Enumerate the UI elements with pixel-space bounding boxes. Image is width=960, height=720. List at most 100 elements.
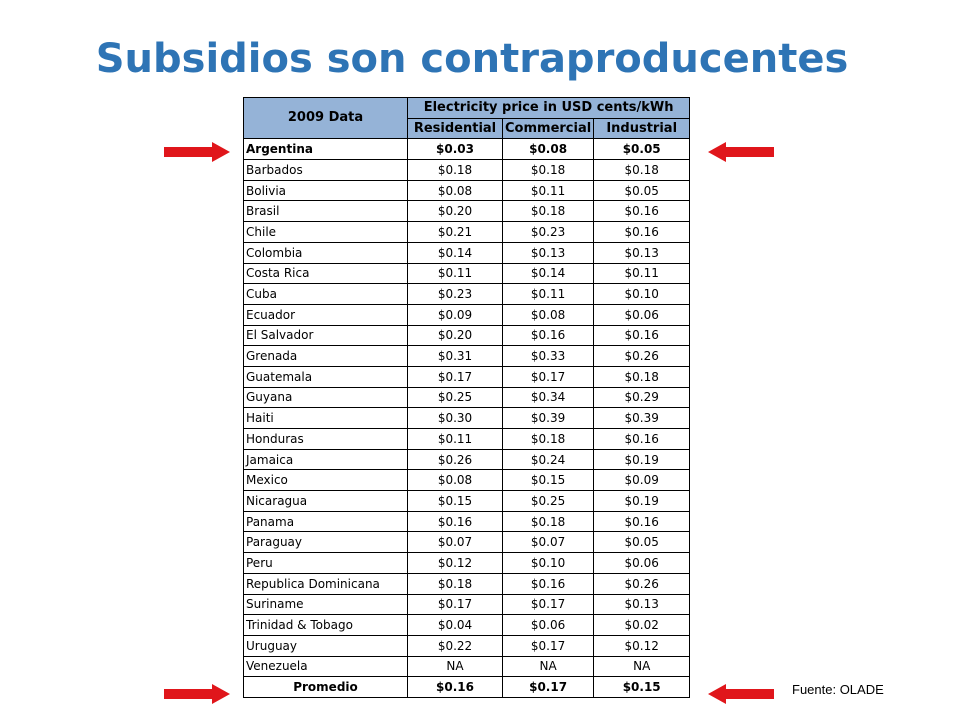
industrial-price-cell: $0.16 xyxy=(593,428,691,450)
table-row: Uruguay $0.22 $0.17 $0.12 xyxy=(243,634,691,657)
commercial-price-cell: $0.06 xyxy=(501,614,595,636)
commercial-price-cell: $0.16 xyxy=(501,572,595,595)
table-row: Venezuela NA NA NA xyxy=(243,655,691,678)
country-cell: Colombia xyxy=(243,241,408,264)
year-header: 2009 Data xyxy=(243,96,408,140)
industrial-price-cell: $0.13 xyxy=(593,241,691,264)
price-group-header: Electricity price in USD cents/kWh xyxy=(406,97,691,119)
industrial-price-cell: $0.06 xyxy=(593,303,691,326)
commercial-price-cell: $0.34 xyxy=(501,386,595,409)
residential-price-cell: $0.16 xyxy=(407,510,503,533)
country-cell: Paraguay xyxy=(243,531,408,554)
commercial-price-cell: $0.23 xyxy=(501,221,595,243)
table-row: Trinidad & Tobago $0.04 $0.06 $0.02 xyxy=(243,614,691,636)
commercial-price-cell: $0.17 xyxy=(501,634,595,657)
country-cell: Jamaica xyxy=(243,448,408,471)
residential-price-cell: $0.20 xyxy=(407,324,503,347)
residential-price-cell: $0.08 xyxy=(407,469,503,492)
industrial-price-cell: $0.16 xyxy=(593,510,691,533)
country-cell: Brasil xyxy=(243,200,408,223)
commercial-price-cell: $0.15 xyxy=(501,469,595,492)
residential-price-cell: $0.17 xyxy=(407,365,503,388)
industrial-price-cell: $0.29 xyxy=(593,386,691,409)
residential-price-cell: $0.30 xyxy=(407,407,503,429)
table-row: Grenada $0.31 $0.33 $0.26 xyxy=(243,345,691,367)
table-row: Paraguay $0.07 $0.07 $0.05 xyxy=(243,531,691,554)
country-cell: Cuba xyxy=(243,283,408,305)
industrial-price-cell: $0.11 xyxy=(593,262,691,285)
table-row: Suriname $0.17 $0.17 $0.13 xyxy=(243,593,691,616)
industrial-price-cell: $0.16 xyxy=(593,200,691,223)
table-row: Argentina $0.03 $0.08 $0.05 xyxy=(243,138,691,161)
residential-price-cell: $0.26 xyxy=(407,448,503,471)
residential-price-cell: NA xyxy=(407,655,503,678)
commercial-price-cell: $0.18 xyxy=(501,428,595,450)
commercial-price-cell: NA xyxy=(501,655,595,678)
residential-price-cell: $0.20 xyxy=(407,200,503,223)
industrial-price-cell: $0.15 xyxy=(593,676,691,698)
industrial-price-cell: $0.09 xyxy=(593,469,691,492)
industrial-price-cell: $0.19 xyxy=(593,490,691,512)
commercial-price-cell: $0.14 xyxy=(501,262,595,285)
country-cell: Uruguay xyxy=(243,634,408,657)
source-note: Fuente: OLADE xyxy=(792,682,884,697)
country-cell: El Salvador xyxy=(243,324,408,347)
table-row: Mexico $0.08 $0.15 $0.09 xyxy=(243,469,691,492)
country-cell: Honduras xyxy=(243,428,408,450)
table-row: Nicaragua $0.15 $0.25 $0.19 xyxy=(243,490,691,512)
table-body: Argentina $0.03 $0.08 $0.05 Barbados $0.18 $0.… xyxy=(243,138,691,698)
commercial-header: Commercial xyxy=(501,117,595,140)
residential-price-cell: $0.16 xyxy=(407,676,503,698)
table-row: Jamaica $0.26 $0.24 $0.19 xyxy=(243,448,691,471)
country-cell: Chile xyxy=(243,221,408,243)
commercial-price-cell: $0.33 xyxy=(501,345,595,367)
country-cell: Grenada xyxy=(243,345,408,367)
country-cell: Promedio xyxy=(243,676,408,698)
residential-price-cell: $0.18 xyxy=(407,572,503,595)
industrial-price-cell: $0.16 xyxy=(593,324,691,347)
commercial-price-cell: $0.11 xyxy=(501,283,595,305)
industrial-header: Industrial xyxy=(593,117,691,140)
table-row: El Salvador $0.20 $0.16 $0.16 xyxy=(243,324,691,347)
country-cell: Peru xyxy=(243,552,408,574)
industrial-price-cell: $0.39 xyxy=(593,407,691,429)
residential-price-cell: $0.03 xyxy=(407,138,503,161)
residential-price-cell: $0.25 xyxy=(407,386,503,409)
table-row: Barbados $0.18 $0.18 $0.18 xyxy=(243,159,691,181)
residential-price-cell: $0.17 xyxy=(407,593,503,616)
arrow-left-icon xyxy=(708,142,774,162)
country-cell: Guyana xyxy=(243,386,408,409)
country-cell: Haiti xyxy=(243,407,408,429)
industrial-price-cell: NA xyxy=(593,655,691,678)
commercial-price-cell: $0.13 xyxy=(501,241,595,264)
industrial-price-cell: $0.02 xyxy=(593,614,691,636)
table-row: Guatemala $0.17 $0.17 $0.18 xyxy=(243,365,691,388)
commercial-price-cell: $0.11 xyxy=(501,179,595,202)
residential-header: Residential xyxy=(407,117,503,140)
page-title: Subsidios son contraproducentes xyxy=(95,36,849,82)
industrial-price-cell: $0.13 xyxy=(593,593,691,616)
table-row: Haiti $0.30 $0.39 $0.39 xyxy=(243,407,691,429)
commercial-price-cell: $0.17 xyxy=(501,365,595,388)
residential-price-cell: $0.14 xyxy=(407,241,503,264)
table-row: Peru $0.12 $0.10 $0.06 xyxy=(243,552,691,574)
residential-price-cell: $0.09 xyxy=(407,303,503,326)
country-cell: Mexico xyxy=(243,469,408,492)
electricity-price-table: 2009 Data Electricity price in USD cents… xyxy=(243,96,691,698)
industrial-price-cell: $0.12 xyxy=(593,634,691,657)
commercial-price-cell: $0.39 xyxy=(501,407,595,429)
commercial-price-cell: $0.17 xyxy=(501,676,595,698)
residential-price-cell: $0.31 xyxy=(407,345,503,367)
residential-price-cell: $0.04 xyxy=(407,614,503,636)
country-cell: Panama xyxy=(243,510,408,533)
commercial-price-cell: $0.07 xyxy=(501,531,595,554)
country-cell: Guatemala xyxy=(243,365,408,388)
table-row: Bolivia $0.08 $0.11 $0.05 xyxy=(243,179,691,202)
table-row: Guyana $0.25 $0.34 $0.29 xyxy=(243,386,691,409)
residential-price-cell: $0.11 xyxy=(407,262,503,285)
arrow-right-icon xyxy=(164,142,230,162)
industrial-price-cell: $0.19 xyxy=(593,448,691,471)
commercial-price-cell: $0.16 xyxy=(501,324,595,347)
industrial-price-cell: $0.05 xyxy=(593,138,691,161)
industrial-price-cell: $0.18 xyxy=(593,159,691,181)
